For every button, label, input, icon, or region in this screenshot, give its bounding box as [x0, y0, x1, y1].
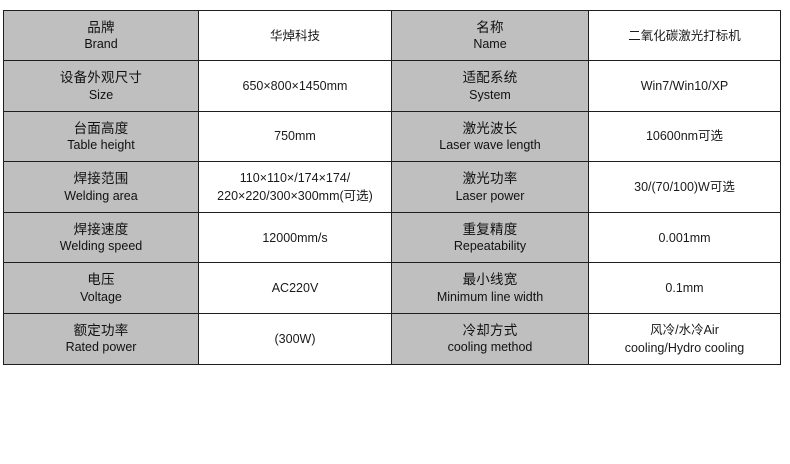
spec-label-en: Size [88, 87, 114, 102]
spec-label-cn: 最小线宽 [462, 272, 518, 288]
spec-label-cn: 设备外观尺寸 [59, 70, 143, 86]
spec-value-cell: 0.001mm [588, 212, 781, 264]
spec-label-cell: 激光波长 Laser wave length [391, 110, 589, 162]
spec-value-line: (300W) [274, 331, 316, 346]
spec-value-cell: 650×800×1450mm [198, 60, 392, 112]
spec-value-cell: 华焯科技 [198, 9, 392, 62]
spec-label-en: System [469, 87, 511, 102]
spec-value-cell: 110×110×/174×174/220×220/300×300mm(可选) [198, 160, 392, 214]
spec-label-cn: 名称 [476, 20, 504, 35]
spec-label-en: Welding area [64, 188, 138, 203]
spec-label-cn: 重复精度 [462, 222, 518, 238]
spec-value-line: cooling/Hydro cooling [624, 340, 745, 355]
spec-label-en: Voltage [80, 289, 122, 304]
spec-value-line: Win7/Win10/XP [640, 78, 729, 93]
spec-label-cell: 焊接范围 Welding area [3, 160, 199, 214]
spec-value-line: 30/(70/100)W可选 [634, 179, 735, 194]
spec-label-cn: 适配系统 [462, 70, 518, 86]
spec-value-line: 华焯科技 [269, 28, 320, 43]
spec-label-cell: 重复精度 Repeatability [391, 212, 589, 264]
table-row: 品牌 Brand 华焯科技 名称 Name 二氧化碳激光打标机 [3, 9, 781, 62]
spec-label-cn: 额定功率 [73, 323, 129, 339]
table-row: 台面高度 Table height 750mm 激光波长 Laser wave leng… [3, 110, 781, 162]
spec-value-line: 220×220/300×300mm(可选) [217, 188, 373, 203]
spec-value-cell: 0.1mm [588, 262, 781, 314]
spec-value-line: AC220V [271, 281, 319, 296]
spec-value-cell: Win7/Win10/XP [588, 60, 781, 112]
spec-label-cell: 焊接速度 Welding speed [3, 212, 199, 264]
spec-value-line: 110×110×/174×174/ [239, 170, 351, 185]
spec-value-line: 二氧化碳激光打标机 [628, 28, 741, 43]
spec-value-line: 0.1mm [665, 281, 704, 296]
table-body: 品牌 Brand 华焯科技 名称 Name 二氧化碳激光打标机设备外观尺寸 Size 650×… [3, 9, 781, 366]
spec-label-en: Table height [67, 137, 135, 152]
spec-label-en: Repeatability [453, 239, 527, 254]
spec-label-cell: 激光功率 Laser power [391, 160, 589, 214]
spec-label-cell: 名称 Name [391, 9, 589, 62]
spec-label-en: Rated power [65, 340, 137, 355]
spec-label-cell: 设备外观尺寸 Size [3, 60, 199, 112]
spec-value-cell: 风冷/水冷Air cooling/Hydro cooling [588, 312, 781, 366]
spec-label-cell: 适配系统 System [391, 60, 589, 112]
spec-label-en: Name [473, 37, 507, 52]
spec-table-wrapper: 品牌 Brand 华焯科技 名称 Name 二氧化碳激光打标机设备外观尺寸 Size 650×… [3, 9, 781, 366]
spec-value-line: 0.001mm [658, 230, 711, 245]
table-row: 焊接范围 Welding area 110×110×/174×174/220×220… [3, 160, 781, 214]
spec-value-cell: 二氧化碳激光打标机 [588, 9, 781, 62]
spec-label-en: Laser power [455, 188, 525, 203]
spec-label-en: Minimum line width [436, 289, 544, 304]
spec-label-cell: 额定功率 Rated power [3, 312, 199, 366]
spec-value-cell: 750mm [198, 110, 392, 162]
spec-label-cn: 品牌 [87, 20, 115, 35]
spec-label-cn: 焊接范围 [73, 171, 129, 187]
spec-label-cell: 冷却方式 cooling method [391, 312, 589, 366]
spec-value-cell: AC220V [198, 262, 392, 314]
table-row: 电压 Voltage AC220V 最小线宽 Minimum line width 0.1… [3, 262, 781, 314]
spec-label-cn: 焊接速度 [73, 222, 129, 238]
spec-label-cell: 台面高度 Table height [3, 110, 199, 162]
specification-table: 品牌 Brand 华焯科技 名称 Name 二氧化碳激光打标机设备外观尺寸 Size 650×… [3, 9, 781, 366]
spec-label-cell: 品牌 Brand [3, 9, 199, 62]
spec-label-cn: 激光功率 [462, 171, 518, 187]
spec-value-line: 750mm [274, 129, 316, 144]
spec-label-cn: 台面高度 [73, 120, 129, 136]
spec-value-cell: 30/(70/100)W可选 [588, 160, 781, 214]
spec-label-cell: 电压 Voltage [3, 262, 199, 314]
spec-label-en: Laser wave length [439, 137, 541, 152]
spec-label-en: Welding speed [59, 239, 143, 254]
table-row: 焊接速度 Welding speed 12000mm/s 重复精度 Repeatabil… [3, 212, 781, 264]
table-row: 设备外观尺寸 Size 650×800×1450mm 适配系统 System Win7/W… [3, 60, 781, 112]
table-row: 额定功率 Rated power (300W) 冷却方式 cooling method 风… [3, 312, 781, 366]
spec-label-cell: 最小线宽 Minimum line width [391, 262, 589, 314]
spec-value-cell: 10600nm可选 [588, 110, 781, 162]
spec-value-line: 10600nm可选 [645, 129, 724, 144]
spec-value-line: 12000mm/s [262, 230, 328, 245]
spec-value-line: 风冷/水冷Air [650, 322, 719, 337]
spec-label-cn: 冷却方式 [462, 323, 518, 339]
spec-value-cell: 12000mm/s [198, 212, 392, 264]
spec-label-en: cooling method [447, 340, 533, 355]
spec-label-en: Brand [84, 37, 118, 52]
spec-label-cn: 电压 [87, 272, 115, 288]
spec-value-cell: (300W) [198, 312, 392, 366]
spec-value-line: 650×800×1450mm [242, 78, 348, 93]
spec-label-cn: 激光波长 [462, 120, 518, 136]
